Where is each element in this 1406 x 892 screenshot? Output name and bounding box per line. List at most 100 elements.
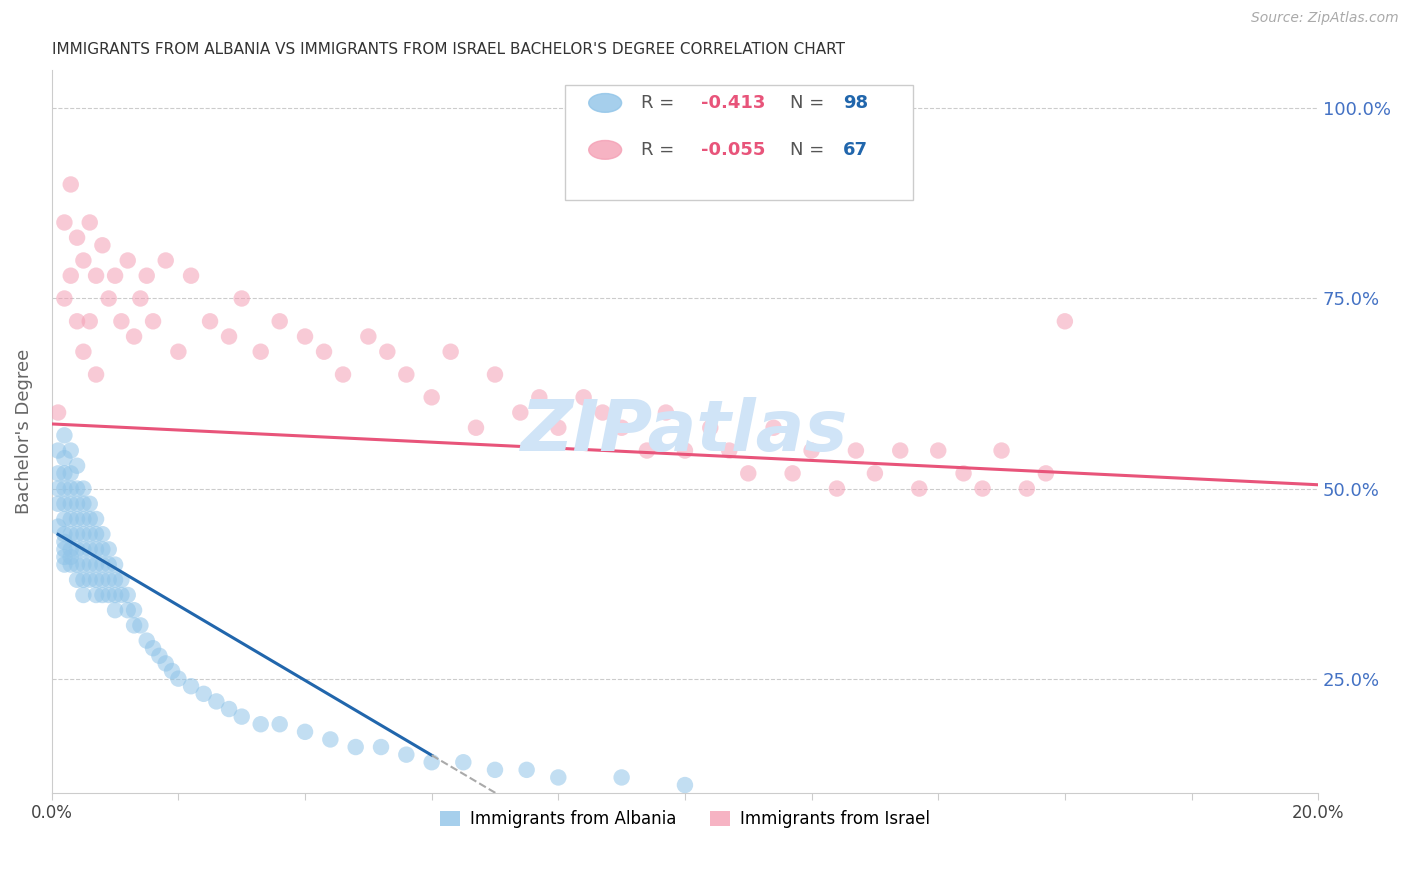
Point [699,421,721,435]
Point [122,618,145,632]
Point [59,527,82,541]
Point [72,558,94,572]
Point [97,588,120,602]
Point [1035,467,1057,481]
Point [231,292,253,306]
Point [59,467,82,481]
Point [167,672,190,686]
Point [516,763,538,777]
Y-axis label: Bachelor's Degree: Bachelor's Degree [15,349,32,514]
Point [84,368,107,382]
Point [66,558,89,572]
Point [547,771,569,785]
Point [180,679,202,693]
Point [155,253,177,268]
Point [863,467,886,481]
Point [249,344,271,359]
Point [908,482,931,496]
Point [53,542,76,557]
Point [66,542,89,557]
Point [66,512,89,526]
Point [344,739,367,754]
Point [72,482,94,496]
Point [53,549,76,564]
Point [762,421,785,435]
Legend: Immigrants from Albania, Immigrants from Israel: Immigrants from Albania, Immigrants from… [433,804,936,835]
Point [91,527,114,541]
Point [84,527,107,541]
Point [66,573,89,587]
Point [592,405,614,419]
Point [332,368,354,382]
Point [135,268,157,283]
Point [440,344,463,359]
Point [59,512,82,526]
Point [972,482,994,496]
Point [46,443,69,458]
Point [104,573,127,587]
Text: IMMIGRANTS FROM ALBANIA VS IMMIGRANTS FROM ISRAEL BACHELOR'S DEGREE CORRELATION : IMMIGRANTS FROM ALBANIA VS IMMIGRANTS FR… [52,42,845,57]
Point [66,482,89,496]
Point [655,405,678,419]
Point [453,756,475,770]
Point [110,314,132,328]
Point [53,527,76,541]
Point [800,443,823,458]
Point [547,421,569,435]
Point [572,390,595,404]
Point [509,405,531,419]
Point [375,344,398,359]
Point [231,709,253,723]
Point [825,482,848,496]
Text: Source: ZipAtlas.com: Source: ZipAtlas.com [1251,11,1399,25]
Point [610,421,633,435]
Text: -0.413: -0.413 [702,94,766,112]
Point [104,603,127,617]
Point [53,215,76,229]
Text: 98: 98 [844,94,869,112]
Point [155,657,177,671]
Point [66,230,89,244]
Point [46,482,69,496]
Point [72,512,94,526]
Point [718,443,741,458]
Point [79,542,101,557]
Point [370,739,392,754]
Point [66,458,89,473]
Point [845,443,868,458]
Point [59,558,82,572]
Point [84,558,107,572]
Point [312,344,335,359]
Point [91,542,114,557]
Point [97,573,120,587]
Point [59,549,82,564]
Point [160,664,183,678]
Point [889,443,911,458]
Point [110,588,132,602]
Point [484,763,506,777]
Point [142,641,165,656]
Point [294,329,316,343]
Point [198,314,221,328]
Point [72,344,94,359]
Point [79,558,101,572]
Point [395,747,418,762]
Point [148,648,170,663]
Point [737,467,759,481]
Point [269,717,291,731]
Point [294,724,316,739]
Text: -0.055: -0.055 [702,141,766,159]
Point [104,558,127,572]
Point [46,497,69,511]
Point [129,292,152,306]
Point [53,558,76,572]
Point [79,215,101,229]
Point [135,633,157,648]
Point [97,542,120,557]
Point [84,268,107,283]
Point [110,573,132,587]
Point [529,390,551,404]
Point [53,482,76,496]
Point [59,482,82,496]
Point [122,329,145,343]
